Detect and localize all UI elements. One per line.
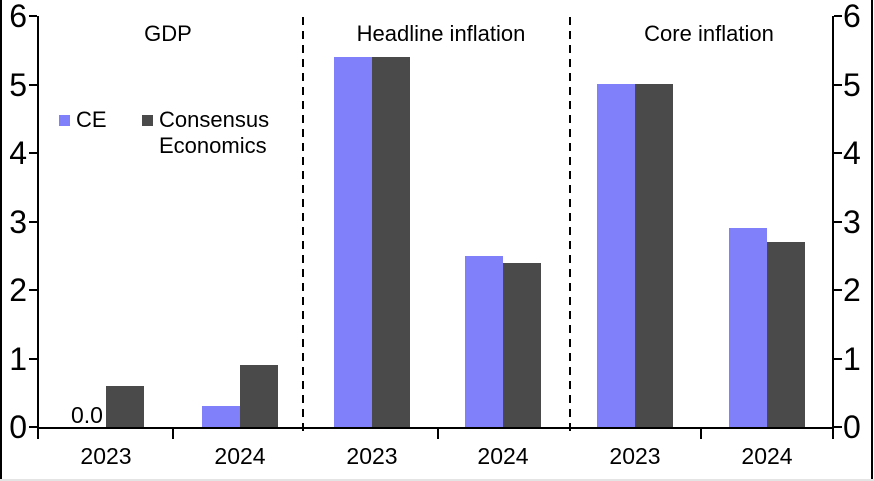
legend-label-ce: CE xyxy=(76,107,107,132)
category-label-gdp-2023: 2023 xyxy=(80,443,132,469)
panel-title-core-inflation: Core inflation xyxy=(644,21,774,46)
bar-gdp-2024-consensus-economics xyxy=(240,365,278,427)
y-axis-label-left-1: 1 xyxy=(9,340,27,377)
dashed-separator-2 xyxy=(569,17,571,436)
bar-headline-inflation-2023-consensus-economics xyxy=(372,57,410,427)
category-label-headline-inflation-2024: 2024 xyxy=(477,443,529,469)
y-axis-label-right-3: 3 xyxy=(843,203,861,240)
category-label-gdp-2024: 2024 xyxy=(214,443,266,469)
left-edge-border xyxy=(0,0,2,481)
y-axis-label-right-1: 1 xyxy=(843,340,861,377)
bar-headline-inflation-2024-ce xyxy=(465,256,503,427)
y-axis-label-left-2: 2 xyxy=(9,272,27,308)
data-label-gdp-2023-ce: 0.0 xyxy=(71,402,103,428)
x-axis-tick-gdp xyxy=(172,429,174,439)
y-axis-label-right-5: 5 xyxy=(843,66,861,103)
y-axis-label-left-5: 5 xyxy=(9,66,27,103)
legend-swatch-ce xyxy=(59,115,70,126)
x-axis-tick-headline-inflation xyxy=(437,429,439,439)
legend-label-consensus-economics: Consensus Economics xyxy=(159,107,270,158)
x-axis-line xyxy=(37,427,834,429)
bar-core-inflation-2023-consensus-economics xyxy=(635,84,673,427)
category-label-core-inflation-2023: 2023 xyxy=(609,443,661,469)
y-axis-label-left-4: 4 xyxy=(9,135,27,171)
y-axis-tick-left-4 xyxy=(29,152,37,154)
y-axis-tick-right-4 xyxy=(834,152,842,154)
y-axis-tick-left-2 xyxy=(29,289,37,291)
y-axis-tick-right-6 xyxy=(834,15,842,17)
bar-core-inflation-2024-ce xyxy=(729,228,767,427)
y-axis-tick-left-6 xyxy=(29,15,37,17)
legend-swatch-consensus-economics xyxy=(142,115,153,126)
y-axis-tick-right-2 xyxy=(834,289,842,291)
y-axis-label-right-0: 0 xyxy=(843,409,861,445)
bar-gdp-2023-consensus-economics xyxy=(106,386,144,427)
y-axis-line-left xyxy=(37,16,39,439)
y-axis-tick-left-3 xyxy=(29,220,37,223)
y-axis-tick-left-5 xyxy=(29,83,37,86)
bottom-edge-border xyxy=(0,479,874,481)
y-axis-label-left-3: 3 xyxy=(9,203,27,240)
y-axis-tick-right-5 xyxy=(834,83,842,86)
y-axis-label-left-0: 0 xyxy=(9,409,27,445)
y-axis-tick-left-0 xyxy=(29,426,37,428)
panel-title-gdp: GDP xyxy=(144,21,192,46)
y-axis-line-right xyxy=(832,16,834,439)
y-axis-tick-left-1 xyxy=(29,357,37,360)
bar-gdp-2024-ce xyxy=(202,406,240,427)
x-axis-tick-core-inflation xyxy=(700,429,702,439)
y-axis-tick-right-0 xyxy=(834,426,842,428)
y-axis-label-right-2: 2 xyxy=(843,272,861,308)
bar-core-inflation-2024-consensus-economics xyxy=(767,242,805,427)
category-label-core-inflation-2024: 2024 xyxy=(741,443,793,469)
bar-core-inflation-2023-ce xyxy=(597,84,635,427)
dashed-separator-1 xyxy=(302,17,304,436)
panel-title-headline-inflation: Headline inflation xyxy=(356,21,526,46)
right-edge-border xyxy=(871,0,873,481)
category-label-headline-inflation-2023: 2023 xyxy=(346,443,398,469)
y-axis-label-right-6: 6 xyxy=(843,0,861,34)
y-axis-label-left-6: 6 xyxy=(9,0,27,34)
y-axis-label-right-4: 4 xyxy=(843,135,861,171)
bar-headline-inflation-2023-ce xyxy=(334,57,372,427)
y-axis-tick-right-1 xyxy=(834,357,842,360)
y-axis-tick-right-3 xyxy=(834,220,842,223)
bar-headline-inflation-2024-consensus-economics xyxy=(503,263,541,427)
